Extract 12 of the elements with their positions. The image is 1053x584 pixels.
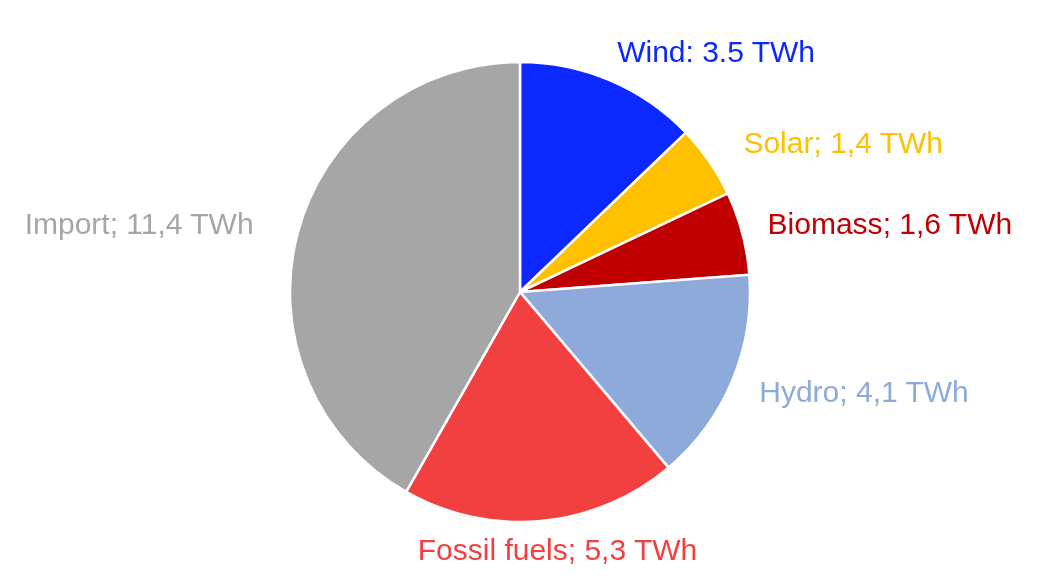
data-label: ; 11,4 TWh — [109, 207, 254, 241]
slice-label: Fossil fuels — [417, 532, 568, 566]
data-label: : 3.5 TWh — [685, 34, 816, 68]
data-label: ; 4,1 TWh — [839, 374, 969, 408]
slice-label: Solar — [743, 126, 814, 160]
data-label: ; 1,6 TWh — [882, 207, 1013, 241]
slice-label: Hydro — [759, 374, 840, 408]
slice-label: Wind — [617, 34, 686, 68]
data-label: ; 5,3 TWh — [567, 532, 698, 566]
slice-label: Biomass — [767, 207, 883, 241]
slice-label: Import — [24, 207, 111, 241]
data-label: ; 1,4 TWh — [813, 126, 943, 160]
